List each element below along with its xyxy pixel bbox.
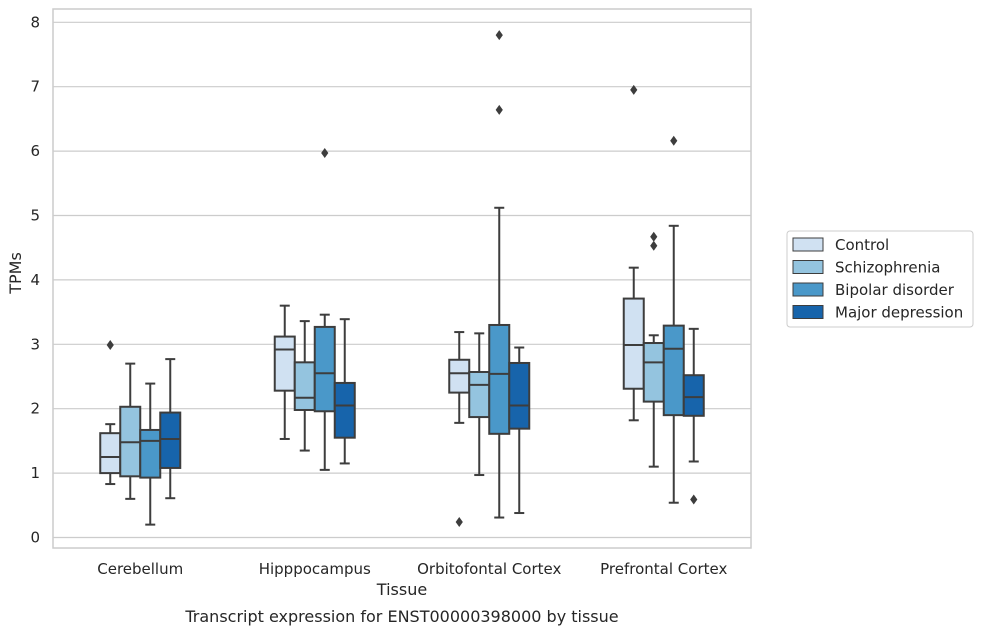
box [99, 432, 122, 475]
y-tick-label: 7 [30, 78, 40, 96]
box [642, 342, 665, 403]
legend-swatch [792, 305, 824, 319]
series-schizophrenia [119, 231, 665, 500]
outlier-point [495, 104, 503, 115]
series-major-depression [159, 318, 705, 515]
x-tick-label: Cerebellum [97, 560, 183, 578]
y-tick-label: 2 [30, 400, 40, 418]
outlier-point [455, 517, 463, 528]
series-control [99, 84, 645, 528]
outlier-point [321, 148, 329, 159]
y-tick-label: 3 [30, 335, 40, 353]
legend-label: Bipolar disorder [835, 281, 955, 299]
y-tick-labels: 0 1 2 3 4 5 6 7 8 [30, 13, 40, 546]
box [293, 361, 316, 411]
y-tick-label: 8 [30, 13, 40, 31]
box-series-group [99, 30, 705, 528]
x-tick-label: Orbitofontal Cortex [417, 560, 561, 578]
y-axis-title: TPMs [6, 252, 25, 295]
y-tick-label: 6 [30, 142, 40, 160]
legend-swatch [792, 282, 824, 297]
box [508, 361, 531, 430]
x-axis-title: Tissue [376, 580, 427, 599]
y-tick-label: 4 [30, 271, 40, 289]
box [313, 325, 336, 413]
box [273, 335, 296, 392]
legend-frame [786, 230, 974, 328]
outlier-point [630, 84, 638, 95]
legend-label: Control [835, 236, 889, 254]
outlier-point [106, 339, 114, 350]
box [468, 370, 491, 419]
outlier-point [650, 240, 658, 251]
legend: Control Schizophrenia Bipolar disorder Majo… [786, 230, 974, 328]
legend-label: Schizophrenia [835, 259, 940, 277]
x-tick-label: Hipppocampus [259, 560, 371, 578]
box [159, 411, 182, 469]
legend-label: Major depression [835, 304, 963, 322]
box [622, 297, 645, 390]
series-bipolar-disorder [139, 30, 685, 526]
box [448, 358, 471, 394]
legend-swatch [792, 237, 824, 252]
outlier-point [670, 135, 678, 146]
box [488, 323, 511, 435]
outlier-point [650, 231, 658, 242]
box [139, 428, 162, 479]
box [682, 374, 705, 417]
y-tick-label: 1 [30, 464, 40, 482]
outlier-point [690, 494, 698, 505]
legend-swatch [792, 260, 824, 274]
y-tick-label: 0 [30, 529, 40, 547]
x-tick-label: Prefrontal Cortex [600, 560, 727, 578]
x-tick-labels: Cerebellum Hipppocampus Orbitofontal Corte… [97, 560, 727, 578]
chart-caption: Transcript expression for ENST0000039800… [184, 607, 618, 626]
plot-frame [52, 8, 752, 549]
box [333, 381, 356, 439]
y-tick-label: 5 [30, 207, 40, 225]
box [662, 324, 685, 417]
outlier-point [495, 30, 503, 41]
